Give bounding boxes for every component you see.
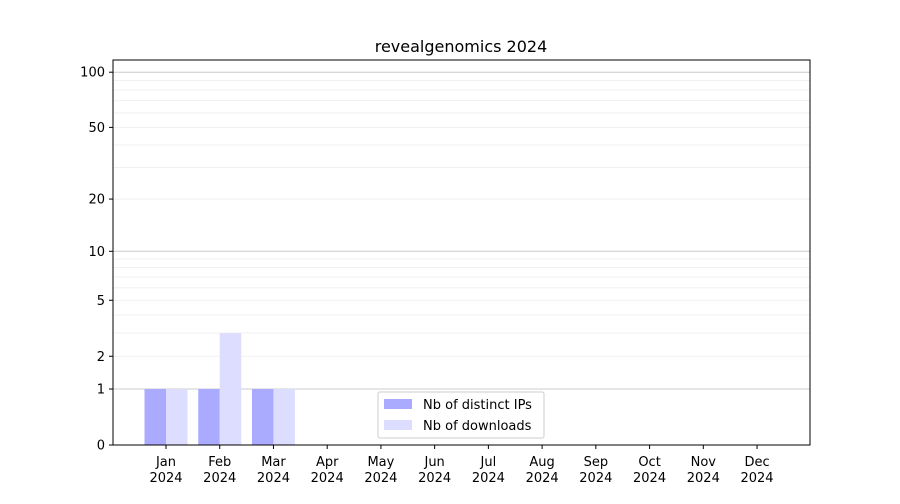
axes-frame xyxy=(112,59,811,446)
bar-distinct-ips xyxy=(198,389,220,445)
legend: Nb of distinct IPs Nb of downloads xyxy=(377,391,545,439)
y-tick-label: 100 xyxy=(80,66,105,81)
x-tick-label: Aug 2024 xyxy=(526,455,559,486)
legend-label: Nb of downloads xyxy=(423,419,532,434)
bar-downloads xyxy=(273,389,295,445)
x-tick-label: Jun 2024 xyxy=(418,455,451,486)
bar-downloads xyxy=(166,389,188,445)
x-tick-label: May 2024 xyxy=(364,455,397,486)
x-tick-label: Sep 2024 xyxy=(579,455,612,486)
y-tick-label: 2 xyxy=(97,350,105,365)
y-tick-label: 20 xyxy=(88,193,105,208)
y-tick-label: 10 xyxy=(88,245,105,260)
x-axis: Jan 2024 Feb 2024 Mar 2024 Apr 2024 May 2024 Jun 20… xyxy=(149,445,774,486)
x-tick-label: Nov 2024 xyxy=(687,455,720,486)
bar-distinct-ips xyxy=(251,389,274,445)
y-tick-label: 0 xyxy=(97,439,105,454)
x-tick-label: Apr 2024 xyxy=(311,455,344,486)
legend-swatch xyxy=(384,420,412,430)
legend-label: Nb of distinct IPs xyxy=(423,398,532,413)
x-tick-label: Dec 2024 xyxy=(740,455,773,486)
x-tick-label: Oct 2024 xyxy=(633,455,666,486)
chart-title: revealgenomics 2024 xyxy=(375,37,548,56)
bars xyxy=(144,333,295,445)
bar-distinct-ips xyxy=(144,389,166,445)
y-tick-label: 5 xyxy=(97,294,105,309)
x-tick-label: Feb 2024 xyxy=(203,455,236,486)
y-axis: 0 1 2 5 10 20 50 100 xyxy=(80,66,113,454)
x-tick-label: Jul 2024 xyxy=(472,455,505,486)
bar-downloads xyxy=(219,333,242,445)
y-tick-label: 50 xyxy=(88,121,105,136)
x-tick-label: Jan 2024 xyxy=(149,455,182,486)
y-tick-label: 1 xyxy=(97,383,105,398)
grid xyxy=(113,71,810,390)
legend-swatch xyxy=(384,399,412,409)
x-tick-label: Mar 2024 xyxy=(257,455,290,486)
